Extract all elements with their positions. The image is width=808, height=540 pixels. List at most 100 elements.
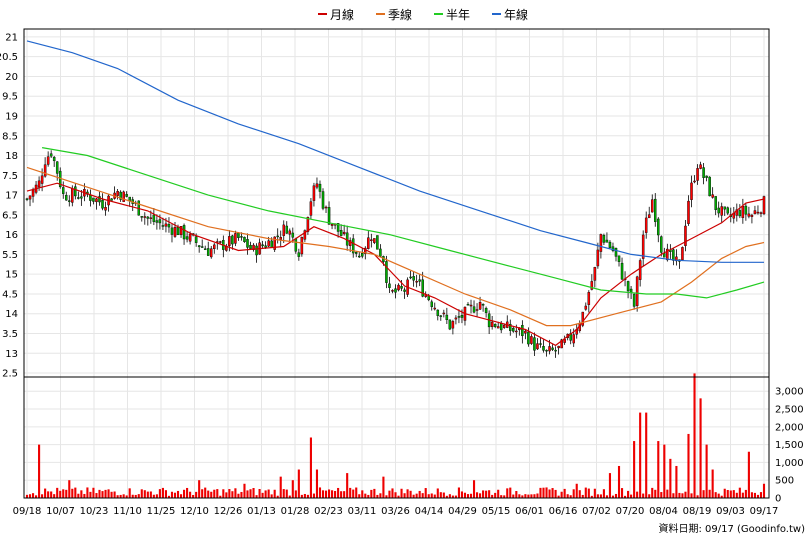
volume-bar bbox=[581, 494, 584, 498]
candle-body bbox=[587, 292, 591, 305]
candle-body bbox=[206, 248, 210, 256]
date-tick-label: 10/07 bbox=[46, 506, 75, 517]
volume-bar bbox=[497, 489, 500, 498]
volume-bar bbox=[527, 494, 530, 498]
volume-tick-label: 2,500 bbox=[775, 405, 804, 416]
candle-body bbox=[400, 286, 403, 289]
date-tick-label: 09/17 bbox=[750, 506, 779, 517]
candle-body bbox=[303, 230, 307, 240]
date-tick-label: 12/10 bbox=[180, 506, 209, 517]
candle-body bbox=[451, 321, 455, 329]
volume-bar bbox=[234, 488, 237, 498]
volume-bar bbox=[460, 491, 464, 498]
volume-bar bbox=[116, 495, 119, 498]
volume-bar bbox=[557, 495, 560, 498]
volume-bar bbox=[735, 492, 738, 498]
candle-body bbox=[185, 236, 189, 240]
candle-body bbox=[297, 252, 301, 257]
volume-bar bbox=[660, 492, 663, 498]
candle-body bbox=[240, 236, 243, 238]
volume-bar bbox=[651, 487, 654, 498]
candle-body bbox=[188, 233, 192, 242]
volume-bar bbox=[358, 494, 361, 498]
volume-bar bbox=[442, 492, 445, 498]
volume-bar bbox=[50, 491, 53, 498]
volume-bar bbox=[183, 489, 186, 498]
candle-body bbox=[717, 207, 720, 214]
volume-bar bbox=[593, 488, 596, 498]
date-tick-label: 04/29 bbox=[448, 506, 477, 517]
volume-bar bbox=[445, 495, 448, 498]
candle-body bbox=[620, 262, 624, 280]
candle-body bbox=[282, 224, 285, 236]
volume-bar bbox=[306, 494, 309, 498]
volume-bar bbox=[327, 489, 331, 498]
volume-bar bbox=[41, 494, 44, 498]
date-tick-label: 08/04 bbox=[649, 506, 678, 517]
candle-body bbox=[675, 256, 678, 262]
candle-body bbox=[584, 305, 588, 310]
candle-body bbox=[354, 252, 358, 254]
candle-body bbox=[684, 225, 687, 246]
candle-body bbox=[364, 247, 367, 254]
candle-body bbox=[551, 347, 554, 350]
candle-body bbox=[173, 227, 177, 237]
candle-body bbox=[614, 247, 618, 257]
volume-bar bbox=[762, 483, 766, 498]
volume-bar bbox=[738, 487, 741, 498]
candle-body bbox=[723, 206, 726, 210]
volume-bar bbox=[370, 489, 373, 498]
candle-body bbox=[273, 236, 276, 250]
volume-bar bbox=[753, 492, 756, 498]
candle-body bbox=[140, 216, 144, 218]
candle-body bbox=[412, 276, 415, 281]
candle-body bbox=[361, 253, 364, 257]
volume-bar bbox=[176, 490, 180, 498]
candle-body bbox=[756, 211, 760, 214]
candle-body bbox=[687, 200, 690, 224]
volume-tick-label: 3,000 bbox=[775, 387, 804, 398]
volume-bar bbox=[243, 483, 246, 498]
volume-bar bbox=[548, 489, 551, 498]
candle-body bbox=[25, 198, 29, 200]
candle-body bbox=[77, 197, 80, 199]
ma-line-3 bbox=[26, 40, 764, 263]
price-tick-label: 4.5 bbox=[2, 289, 18, 300]
price-tick-label: 13 bbox=[5, 349, 18, 360]
volume-bar bbox=[128, 488, 131, 498]
volume-bar bbox=[267, 489, 270, 498]
volume-bar bbox=[485, 490, 488, 498]
candle-body bbox=[581, 311, 585, 326]
volume-bar bbox=[675, 465, 678, 498]
date-tick-label: 01/13 bbox=[247, 506, 276, 517]
volume-bar bbox=[494, 492, 497, 498]
volume-bar bbox=[28, 494, 32, 498]
volume-bar bbox=[101, 491, 104, 498]
candle-body bbox=[55, 161, 59, 174]
candle-body bbox=[394, 288, 397, 293]
volume-axis-ticks: 0 500 1,000 1,500 2,000 2,500 3,000 bbox=[775, 387, 804, 505]
volume-bar bbox=[636, 491, 639, 498]
volume-bar bbox=[657, 441, 660, 498]
volume-bar bbox=[521, 495, 524, 498]
volume-bar bbox=[648, 494, 651, 498]
volume-bar bbox=[89, 491, 92, 498]
candle-body bbox=[427, 295, 430, 301]
volume-bar bbox=[421, 493, 424, 498]
candle-body bbox=[306, 217, 310, 232]
date-tick-label: 09/18 bbox=[13, 506, 42, 517]
candle-body bbox=[376, 235, 379, 250]
candle-body bbox=[515, 330, 518, 333]
candle-body bbox=[421, 279, 424, 297]
volume-bar bbox=[249, 489, 252, 498]
volume-bar bbox=[143, 490, 146, 498]
candle-body bbox=[593, 267, 597, 281]
volume-bar bbox=[515, 491, 518, 498]
candle-body bbox=[475, 309, 479, 311]
volume-tick-label: 1,500 bbox=[775, 440, 804, 451]
candle-body bbox=[714, 196, 717, 210]
candle-body bbox=[496, 326, 500, 329]
candle-body bbox=[545, 349, 548, 352]
candle-body bbox=[318, 183, 322, 192]
